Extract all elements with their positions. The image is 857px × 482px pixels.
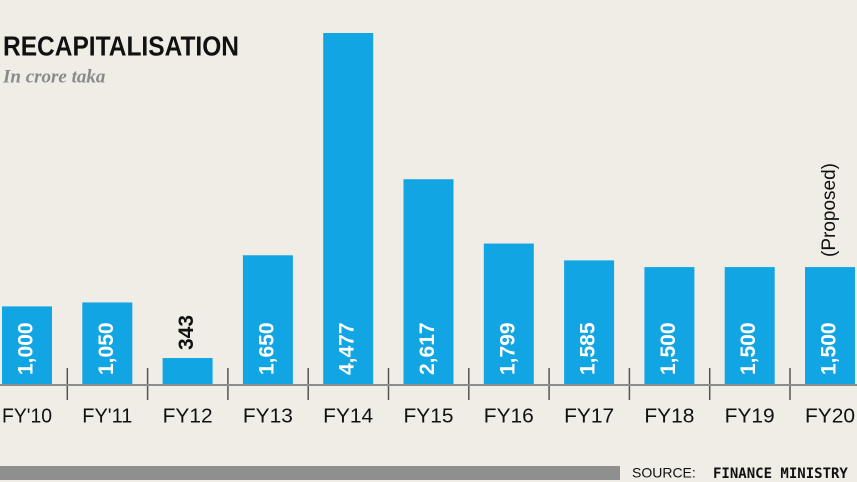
bar — [403, 179, 454, 385]
bar — [162, 358, 213, 385]
value-label: 4,477 — [336, 322, 359, 375]
source: FINANCE MINISTRY — [713, 466, 848, 482]
bar — [2, 306, 52, 385]
bar — [483, 243, 534, 385]
bar — [805, 267, 855, 385]
value-label: 1,500 — [657, 322, 680, 375]
x-tick-label: FY19 — [725, 405, 775, 427]
annotation: (Proposed) — [819, 163, 840, 257]
value-label: 1,500 — [818, 322, 841, 375]
x-tick-label: FY16 — [484, 405, 534, 427]
value-label: 343 — [175, 315, 198, 350]
value-label: 1,585 — [577, 322, 600, 375]
value-label: 1,000 — [15, 322, 38, 375]
x-tick-label: FY17 — [564, 405, 614, 427]
value-label: 1,050 — [95, 322, 118, 375]
value-label: 1,500 — [737, 322, 760, 375]
x-tick-label: FY15 — [404, 405, 454, 427]
source-label: SOURCE: — [632, 465, 696, 481]
x-tick-label: FY'10 — [2, 405, 52, 427]
bar — [82, 302, 133, 385]
footer-bar — [0, 466, 620, 480]
x-tick-label: FY20 — [805, 405, 855, 427]
x-tick-label: FY13 — [243, 405, 293, 427]
bar — [323, 33, 374, 385]
x-tick-label: FY14 — [323, 405, 373, 427]
bar — [242, 255, 293, 385]
bar — [564, 260, 615, 385]
bar — [644, 267, 695, 385]
x-tick-label: FY'11 — [82, 405, 132, 427]
chart-title: RECAPITALISATION — [3, 30, 239, 61]
value-label: 1,650 — [255, 322, 278, 375]
value-label: 1,799 — [496, 322, 519, 375]
bar — [724, 267, 775, 385]
value-label: 2,617 — [416, 322, 439, 375]
x-tick-label: FY18 — [644, 405, 694, 427]
x-tick-label: FY12 — [163, 405, 213, 427]
chart-subtitle: In crore taka — [2, 66, 106, 87]
